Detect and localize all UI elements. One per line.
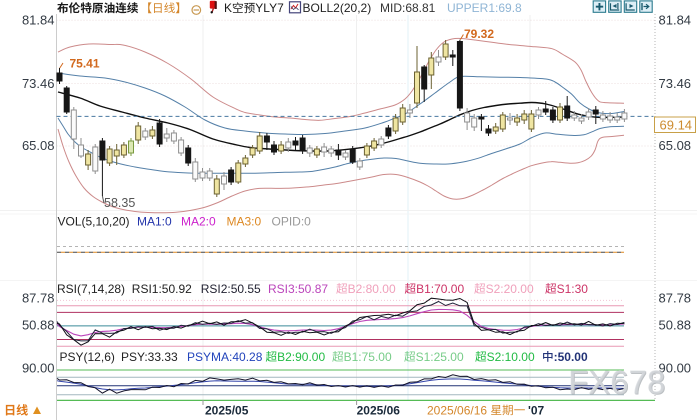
svg-text:MA3:0: MA3:0: [227, 215, 262, 229]
svg-text:OPID:0: OPID:0: [272, 215, 312, 229]
svg-text:65.08: 65.08: [22, 138, 55, 153]
svg-text:B2:80.00: B2:80.00: [348, 282, 396, 296]
svg-text:81.84: 81.84: [659, 13, 692, 28]
svg-text::50.00: :50.00: [554, 350, 588, 364]
svg-text:'07: '07: [528, 403, 545, 417]
svg-text:50.88: 50.88: [659, 318, 692, 333]
svg-text:RSI3:50.87: RSI3:50.87: [268, 282, 328, 296]
svg-text:PSYMA:40.28: PSYMA:40.28: [187, 350, 263, 364]
svg-text:S1:30: S1:30: [557, 282, 589, 296]
svg-text:87.78: 87.78: [659, 290, 692, 305]
svg-text:MA1:0: MA1:0: [137, 215, 172, 229]
svg-text:90.00: 90.00: [22, 361, 55, 376]
svg-text:MID:68.81: MID:68.81: [380, 1, 436, 15]
svg-text:YLY7: YLY7: [255, 1, 284, 15]
svg-text:RSI2:50.55: RSI2:50.55: [201, 282, 261, 296]
svg-text:75.41: 75.41: [70, 57, 100, 71]
svg-text:MA2:0: MA2:0: [181, 215, 216, 229]
svg-text:73.46: 73.46: [659, 76, 692, 91]
svg-text:BOLL2(20,2): BOLL2(20,2): [303, 1, 372, 15]
svg-text:K: K: [224, 1, 232, 15]
svg-text:79.32: 79.32: [464, 27, 494, 41]
svg-text:B2:90.00: B2:90.00: [277, 350, 325, 364]
svg-text:90.00: 90.00: [659, 361, 692, 376]
svg-text:VOL(5,10,20): VOL(5,10,20): [58, 215, 130, 229]
svg-text:UPPER1:69.8: UPPER1:69.8: [447, 1, 522, 15]
svg-text:FX678: FX678: [569, 364, 666, 401]
svg-text:73.46: 73.46: [22, 76, 55, 91]
svg-text:81.84: 81.84: [22, 13, 55, 28]
svg-text:87.78: 87.78: [22, 290, 55, 305]
svg-text:B1:75.00: B1:75.00: [344, 350, 392, 364]
svg-text:69.14: 69.14: [660, 117, 693, 132]
svg-text:58.35: 58.35: [104, 196, 135, 210]
svg-text:S2:20.00: S2:20.00: [486, 282, 534, 296]
svg-text:65.08: 65.08: [659, 138, 692, 153]
svg-text:FX678: FX678: [568, 364, 665, 401]
svg-text:PSY(12,6): PSY(12,6): [60, 350, 115, 364]
svg-text:2025/06/16: 2025/06/16: [427, 403, 487, 417]
svg-text:RSI1:50.92: RSI1:50.92: [132, 282, 192, 296]
svg-text:FX678: FX678: [569, 365, 666, 402]
svg-text:S2:10.00: S2:10.00: [487, 350, 535, 364]
svg-text:RSI(7,14,28): RSI(7,14,28): [57, 282, 125, 296]
svg-text:B1:70.00: B1:70.00: [416, 282, 464, 296]
svg-text:2025/06: 2025/06: [357, 403, 401, 417]
svg-text:PSY:33.33: PSY:33.33: [121, 350, 178, 364]
svg-text:50.88: 50.88: [22, 318, 55, 333]
svg-text:2025/05: 2025/05: [205, 403, 249, 417]
svg-text:S1:25.00: S1:25.00: [416, 350, 464, 364]
